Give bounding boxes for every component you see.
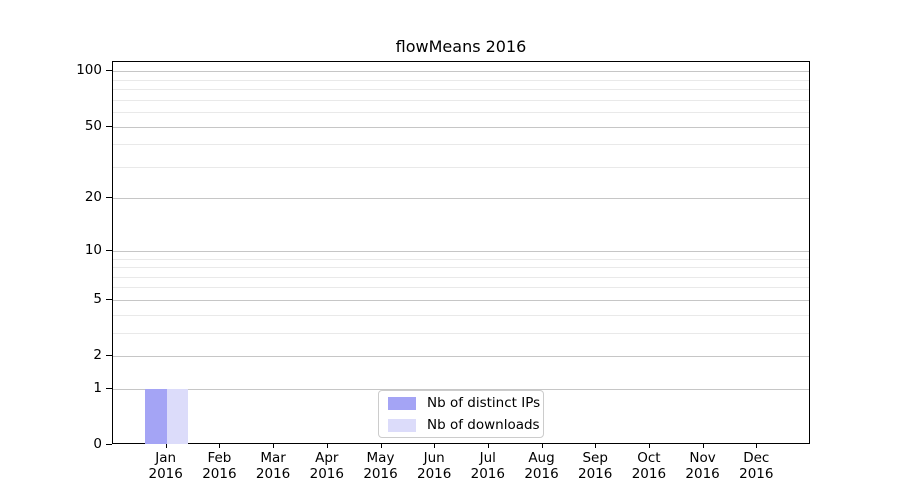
y-tick-mark [106,444,112,445]
x-tick-label: Mar 2016 [233,450,313,482]
x-tick-year: 2016 [524,466,559,482]
minor-gridline [113,166,809,168]
x-tick-month: May [366,450,395,466]
x-tick-year: 2016 [470,466,505,482]
x-tick-year: 2016 [578,466,613,482]
x-tick-year: 2016 [255,466,291,482]
x-tick-year: 2016 [631,466,667,482]
major-gridline [113,356,809,357]
x-tick-month: Apr [315,450,339,466]
x-tick-mark [326,444,328,448]
y-tick-label: 2 [93,347,102,363]
x-tick-label: Feb 2016 [179,450,259,482]
y-tick-mark [106,125,112,127]
minor-gridline [113,89,809,90]
x-tick-mark [541,444,543,448]
x-tick-month: Jul [479,450,496,466]
x-tick-year: 2016 [739,466,774,482]
x-tick-label: Dec 2016 [716,450,796,482]
y-tick-label: 20 [84,189,102,206]
y-tick-mark [106,197,112,199]
minor-gridline [113,276,809,278]
minor-gridline [113,111,809,113]
y-tick-label: 10 [84,241,102,258]
chart-title: flowMeans 2016 [395,37,527,56]
y-tick-label: 1 [93,379,102,396]
x-tick-label: Apr 2016 [287,450,367,482]
x-tick-year: 2016 [417,466,452,482]
bar-downloads [166,388,189,444]
y-tick-label: 100 [76,62,102,79]
x-tick-label: Nov 2016 [663,450,743,482]
x-tick-mark [219,444,221,448]
legend-item: Nb of downloads [388,417,540,433]
legend-label: Nb of downloads [427,417,540,433]
x-tick-month: Sep [582,450,608,466]
y-tick-mark [106,355,112,356]
x-tick-year: 2016 [202,466,237,482]
minor-gridline [113,79,809,81]
y-tick-mark [106,249,112,251]
x-tick-month: Jun [423,450,445,466]
minor-gridline [113,144,809,146]
plot-area [112,61,810,444]
x-tick-month: Mar [260,450,286,466]
legend-swatch [388,396,416,410]
major-gridline [113,299,809,301]
y-tick-mark [106,298,112,300]
x-tick-label: Jan 2016 [126,450,206,482]
major-gridline [113,71,809,73]
x-tick-month: Feb [207,450,232,466]
x-tick-year: 2016 [309,466,344,482]
legend-swatch [388,418,416,432]
x-tick-month: Oct [637,450,661,466]
x-tick-mark [434,444,436,448]
legend-label: Nb of distinct IPs [427,395,541,411]
x-tick-label: May 2016 [341,450,421,482]
x-tick-month: Nov [689,450,716,466]
x-tick-year: 2016 [685,466,720,482]
x-tick-mark [165,444,167,448]
x-tick-month: Aug [528,450,555,466]
x-tick-year: 2016 [363,466,398,482]
major-gridline [113,198,809,200]
minor-gridline [113,267,809,268]
major-gridline [113,250,809,252]
x-tick-month: Dec [743,450,770,466]
y-tick-mark [106,70,112,72]
x-tick-mark [648,444,650,448]
y-tick-label: 50 [84,117,102,134]
legend: Nb of distinct IPs Nb of downloads [378,390,544,438]
minor-gridline [113,314,809,316]
x-tick-mark [595,444,597,448]
minor-gridline [113,332,809,334]
bar-distinct-ips [145,388,167,444]
minor-gridline [113,287,809,289]
minor-gridline [113,258,809,260]
major-gridline [113,388,809,390]
x-tick-label: Jul 2016 [448,450,528,482]
legend-item: Nb of distinct IPs [388,395,540,411]
y-tick-mark [106,387,112,389]
major-gridline [113,126,809,128]
x-tick-mark [756,444,758,448]
x-tick-mark [380,444,382,448]
x-tick-mark [702,444,704,448]
x-tick-year: 2016 [148,466,183,482]
x-tick-month: Jan [155,450,177,466]
minor-gridline [113,99,809,101]
x-tick-mark [273,444,275,448]
x-tick-mark [487,444,489,448]
x-tick-label: Jun 2016 [394,450,474,482]
x-tick-label: Aug 2016 [502,450,582,482]
x-tick-label: Oct 2016 [609,450,689,482]
y-tick-label: 0 [93,436,102,452]
y-tick-label: 5 [93,290,102,307]
x-tick-label: Sep 2016 [555,450,635,482]
